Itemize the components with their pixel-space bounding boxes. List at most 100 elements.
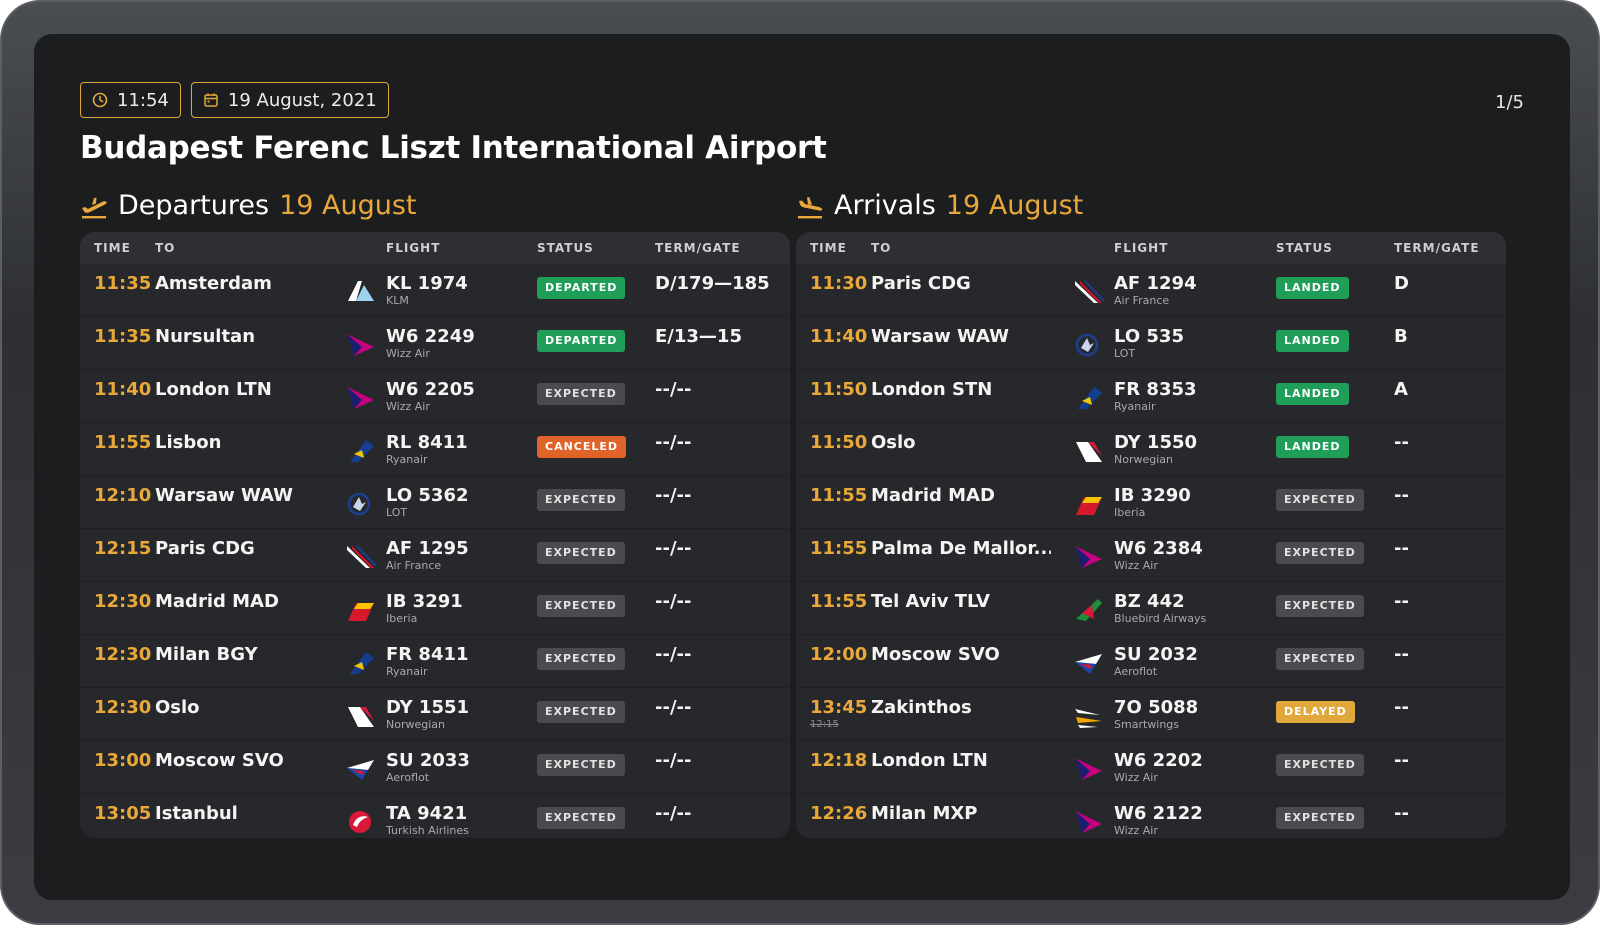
destination: Paris CDG xyxy=(155,538,255,559)
arrivals-date: 19 August xyxy=(945,190,1084,221)
status-badge: DEPARTED xyxy=(537,277,626,299)
status-badge: EXPECTED xyxy=(1276,754,1364,776)
status-badge: EXPECTED xyxy=(1276,648,1364,670)
arrivals-title: Arrivals xyxy=(834,190,936,221)
airline-name: Ryanair xyxy=(1114,400,1156,413)
col-gate: TERM/GATE xyxy=(655,241,741,255)
flight-number: LO 535 xyxy=(1114,326,1184,347)
status-badge: LANDED xyxy=(1276,383,1349,405)
airline-name: Ryanair xyxy=(386,453,428,466)
col-time: TIME xyxy=(94,241,131,255)
flight-number: W6 2205 xyxy=(386,379,475,400)
status-badge: EXPECTED xyxy=(537,807,625,829)
norwegian-logo-icon xyxy=(1076,442,1102,462)
current-time: 11:54 xyxy=(117,89,169,111)
terminal-gate: --/-- xyxy=(655,697,692,718)
col-gate: TERM/GATE xyxy=(1394,241,1480,255)
flight-time: 11:55 xyxy=(94,432,152,453)
airfrance-logo-icon xyxy=(1075,280,1105,303)
destination: Oslo xyxy=(155,697,200,718)
arrivals-table: TIME TO FLIGHT STATUS TERM/GATE 11:30 Par… xyxy=(796,232,1506,838)
status-badge: EXPECTED xyxy=(537,595,625,617)
klm-logo-icon xyxy=(348,281,374,301)
flight-time: 11:35 xyxy=(94,273,152,294)
terminal-gate: E/13—15 xyxy=(655,326,742,347)
flight-time: 12:30 xyxy=(94,644,152,665)
flight-time: 12:30 xyxy=(94,591,152,612)
terminal-gate: -- xyxy=(1394,591,1409,612)
ryanair-logo-icon xyxy=(350,440,374,462)
clock-chip: 11:54 xyxy=(80,82,181,118)
airline-name: Iberia xyxy=(386,612,418,625)
airline-name: Smartwings xyxy=(1114,718,1180,731)
arrivals-table-header: TIME TO FLIGHT STATUS TERM/GATE xyxy=(796,232,1506,264)
destination: Milan BGY xyxy=(155,644,258,665)
table-row: 12:30 Oslo DY 1551 Norwegian EXPECTED --/-- xyxy=(80,687,790,740)
flight-number: 7O 5088 xyxy=(1114,697,1199,718)
terminal-gate: -- xyxy=(1394,644,1409,665)
table-row: 12:30 Madrid MAD IB 3291 Iberia EXPECTED --/-… xyxy=(80,581,790,634)
bluebird-logo-icon xyxy=(1076,599,1102,621)
destination: London LTN xyxy=(155,379,272,400)
status-badge: CANCELED xyxy=(537,436,627,458)
flight-number: DY 1550 xyxy=(1114,432,1198,453)
flight-time: 11:40 xyxy=(810,326,868,347)
table-row: 11:55 Palma De Mallor... W6 2384 Wizz Air EX… xyxy=(796,528,1506,581)
flight-time: 12:00 xyxy=(810,644,868,665)
destination: London STN xyxy=(871,379,993,400)
destination: Amsterdam xyxy=(155,273,272,294)
terminal-gate: --/-- xyxy=(655,432,692,453)
page-title: Budapest Ferenc Liszt International Airp… xyxy=(80,130,827,166)
terminal-gate: --/-- xyxy=(655,538,692,559)
flight-number: W6 2249 xyxy=(386,326,475,347)
flight-number: IB 3291 xyxy=(386,591,463,612)
airline-name: Norwegian xyxy=(1114,453,1173,466)
table-row: 12:00 Moscow SVO SU 2032 Aeroflot EXPECTED -- xyxy=(796,634,1506,687)
status-badge: LANDED xyxy=(1276,436,1349,458)
departures-date: 19 August xyxy=(279,190,417,221)
airline-name: Turkish Airlines xyxy=(386,824,469,837)
destination: Madrid MAD xyxy=(155,591,279,612)
table-row: 11:40 London LTN W6 2205 Wizz Air EXPECTED --… xyxy=(80,369,790,422)
flight-number: FR 8411 xyxy=(386,644,469,665)
status-badge: EXPECTED xyxy=(537,489,625,511)
ryanair-logo-icon xyxy=(350,652,374,674)
flight-time: 13:05 xyxy=(94,803,152,824)
flight-number: IB 3290 xyxy=(1114,485,1191,506)
table-row: 13:00 Moscow SVO SU 2033 Aeroflot EXPECTED --… xyxy=(80,740,790,793)
calendar-icon xyxy=(204,93,218,107)
flight-time: 12:30 xyxy=(94,697,152,718)
flight-time: 12:10 xyxy=(94,485,152,506)
current-date: 19 August, 2021 xyxy=(227,89,377,111)
destination: Madrid MAD xyxy=(871,485,995,506)
flight-time: 11:55 xyxy=(810,485,868,506)
destination: Nursultan xyxy=(155,326,256,347)
col-to: TO xyxy=(155,241,176,255)
wizz-logo-icon xyxy=(1075,811,1102,833)
destination: London LTN xyxy=(871,750,988,771)
airline-name: Iberia xyxy=(1114,506,1146,519)
departures-heading: Departures 19 August xyxy=(80,190,417,221)
table-row: 13:05 Istanbul TA 9421 Turkish Airlines EXPE… xyxy=(80,793,790,838)
destination: Warsaw WAW xyxy=(155,485,294,506)
flight-number: TA 9421 xyxy=(386,803,468,824)
destination: Paris CDG xyxy=(871,273,971,294)
flight-time: 12:15 xyxy=(94,538,152,559)
airline-name: Wizz Air xyxy=(386,347,430,360)
flight-time: 11:35 xyxy=(94,326,152,347)
flight-number: W6 2122 xyxy=(1114,803,1203,824)
destination: Moscow SVO xyxy=(871,644,1000,665)
terminal-gate: --/-- xyxy=(655,644,692,665)
iberia-logo-icon xyxy=(1076,497,1102,515)
terminal-gate: D/179—185 xyxy=(655,273,770,294)
terminal-gate: --/-- xyxy=(655,750,692,771)
flight-number: BZ 442 xyxy=(1114,591,1185,612)
departures-rows: 11:35 Amsterdam KL 1974 KLM DEPARTED D/179—18… xyxy=(80,264,790,838)
airline-name: KLM xyxy=(386,294,409,307)
wizz-logo-icon xyxy=(347,334,374,356)
table-row: 12:15 Paris CDG AF 1295 Air France EXPECTED -… xyxy=(80,528,790,581)
iberia-logo-icon xyxy=(348,603,374,621)
airline-name: Wizz Air xyxy=(1114,824,1158,837)
aeroflot-logo-icon xyxy=(347,760,374,780)
destination: Lisbon xyxy=(155,432,222,453)
